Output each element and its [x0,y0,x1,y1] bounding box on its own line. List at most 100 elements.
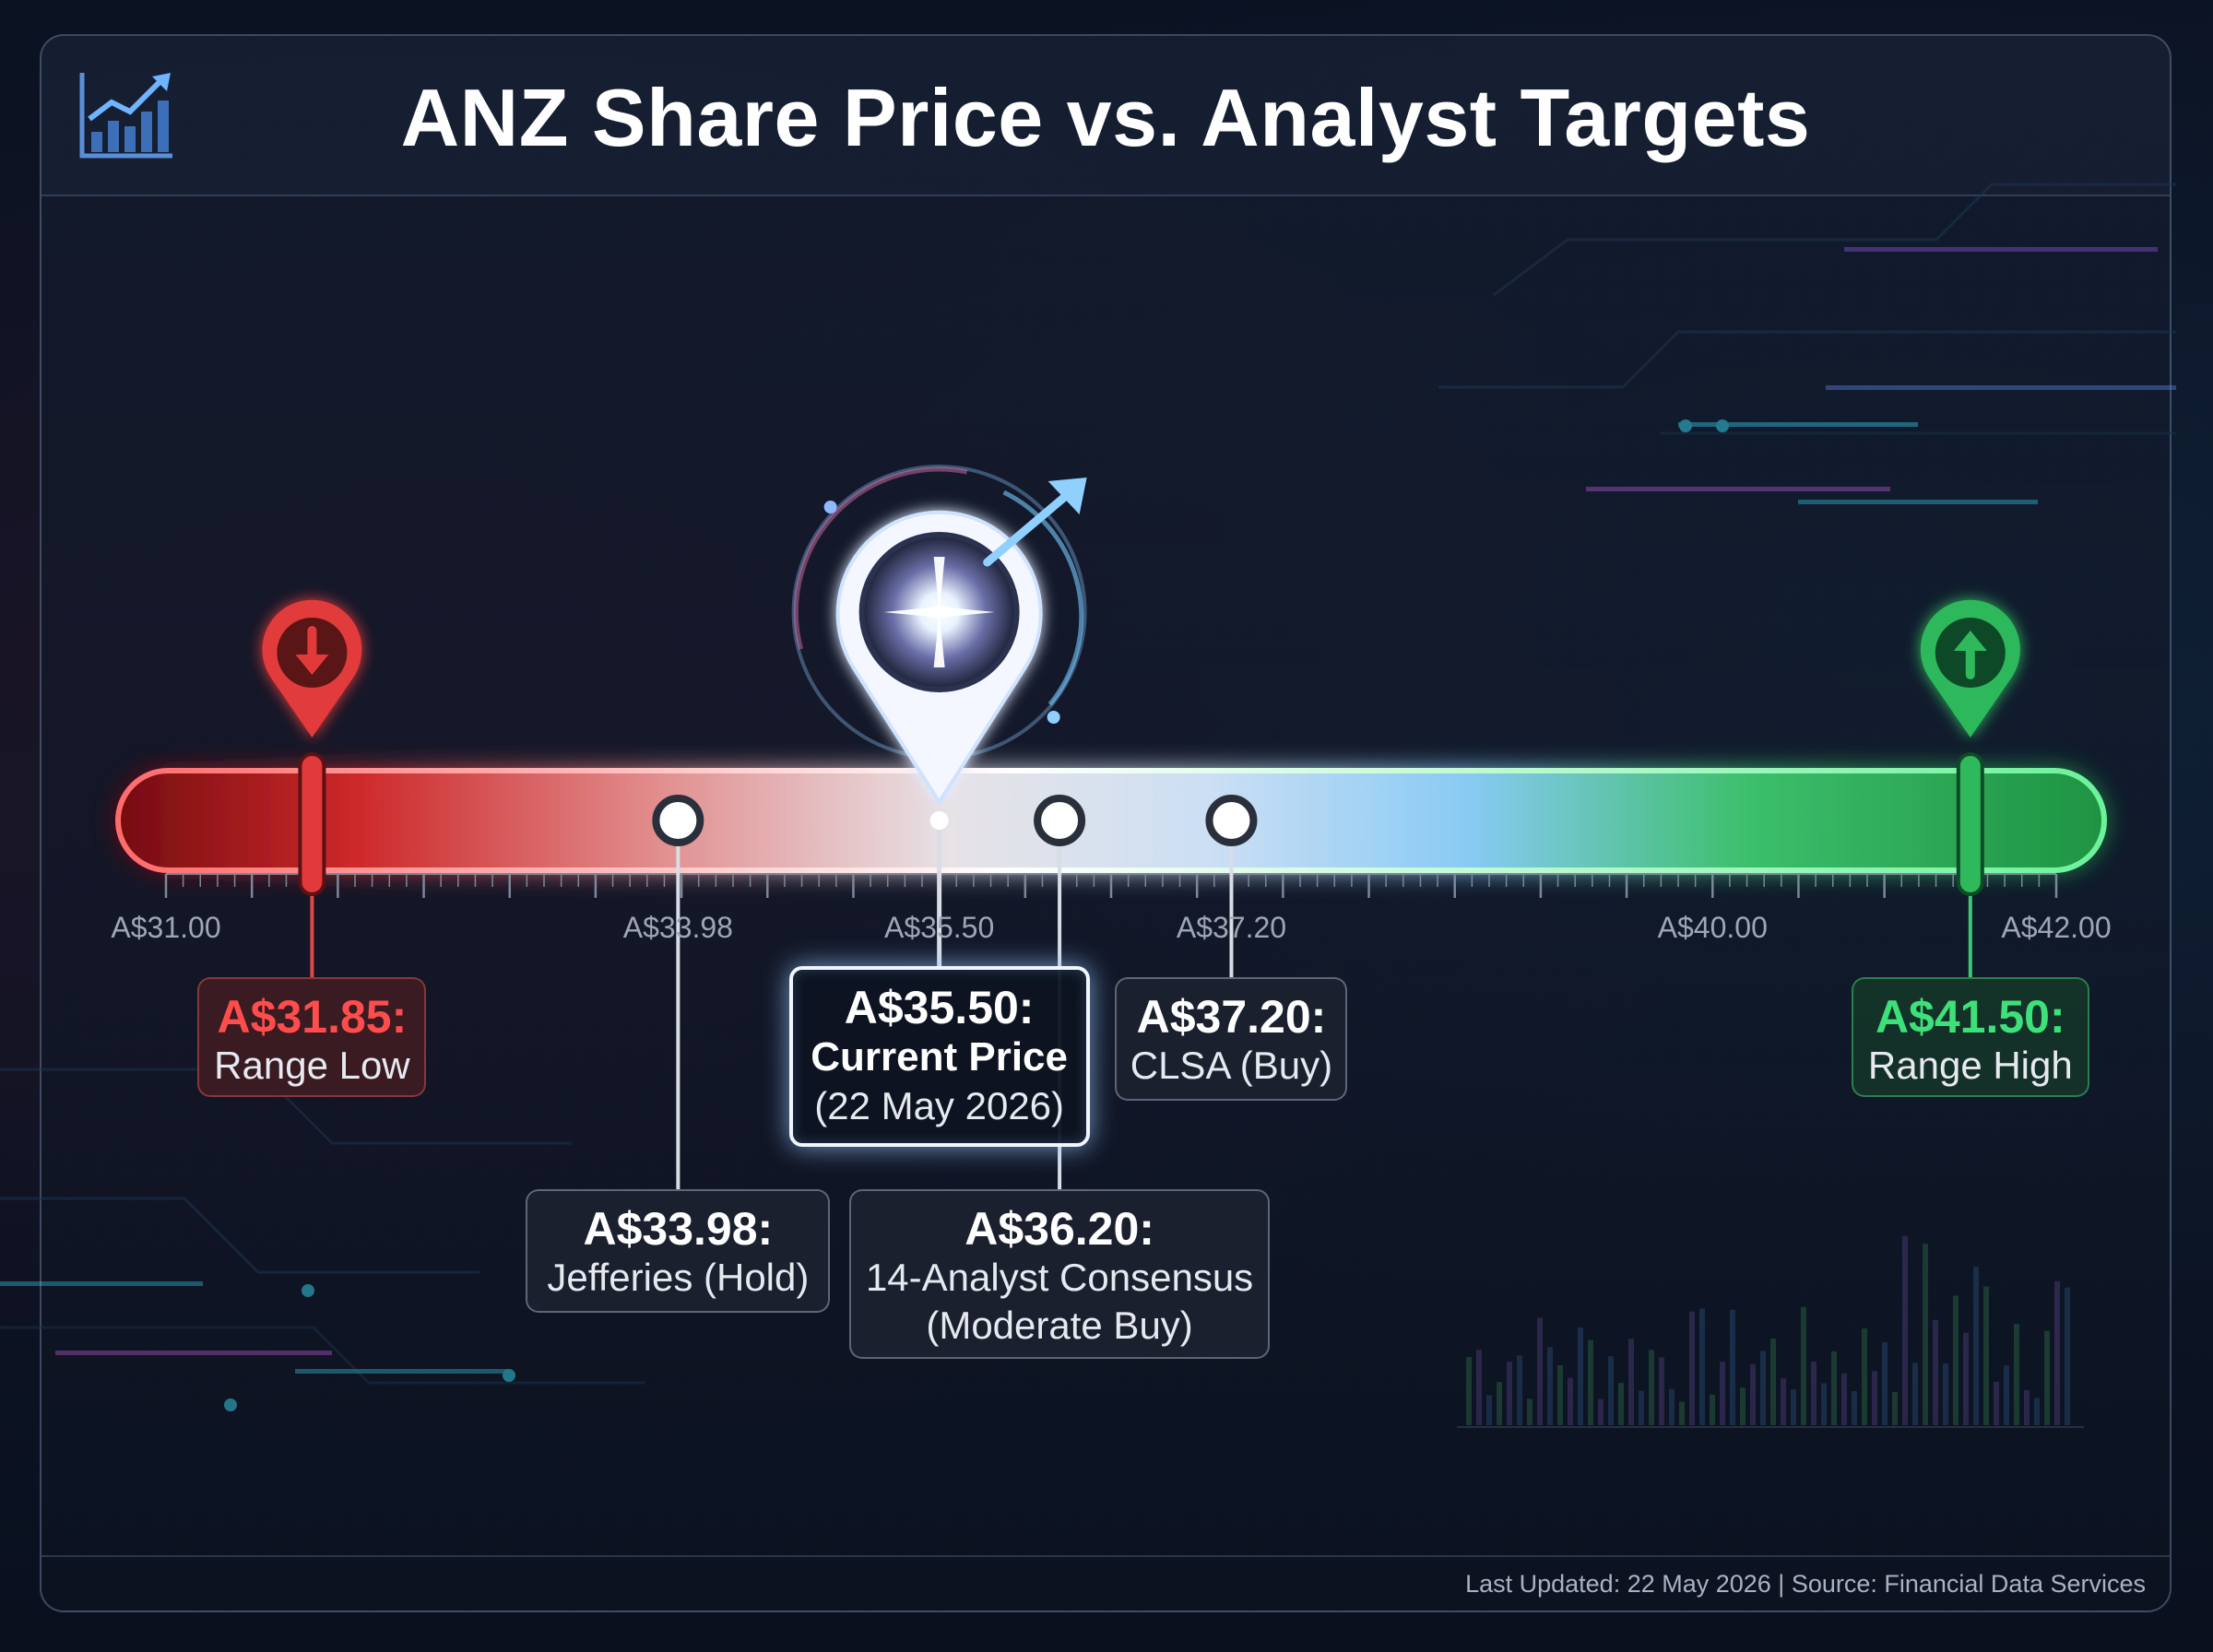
background-bar [1953,1295,1959,1425]
marker-value: A$33.98: [583,1203,774,1255]
target-marker-dot [652,795,704,846]
pin-arc-ring [793,466,968,650]
marker-value: A$41.50: [1875,991,2065,1043]
background-bar [1963,1332,1969,1425]
background-bar [2004,1365,2009,1425]
background-bar [1943,1363,1948,1425]
background-bar [1527,1398,1533,1425]
current-price-pin [791,465,1087,806]
background-bar [1628,1339,1634,1425]
background-bars [1466,1235,2070,1425]
axis-tick-label: A$42.00 [2001,911,2112,944]
marker-value: A$31.85: [217,991,408,1043]
background-bar [2065,1287,2070,1425]
marker-label-target: A$36.20: 14-Analyst Consensus (Moderate Bu… [849,1189,1271,1359]
background-bar [1568,1377,1573,1425]
marker-sublabel: (Moderate Buy) [926,1304,1193,1347]
footer: Last Updated: 22 May 2026 | Source: Fina… [41,1555,2170,1611]
axis-tick-label: A$40.00 [1657,911,1768,944]
marker-label: Jefferies (Hold) [547,1256,810,1299]
background-bar [2024,1389,2030,1425]
background-bar [1821,1383,1827,1425]
background-bar [2034,1398,2040,1425]
background-bar [1710,1394,1715,1425]
background-bar [1862,1328,1867,1425]
range-high-handle [1956,752,1984,896]
background-bar [1781,1378,1786,1425]
background-bar [1770,1339,1776,1425]
target-marker-dot [1205,795,1258,846]
pin-arc-ring [1002,490,1084,706]
background-bar [1639,1390,1644,1425]
marker-label: Range High [1867,1044,2073,1087]
background-bar [1689,1311,1695,1425]
background-bar [1973,1267,1979,1425]
background-bar [1912,1363,1918,1425]
background-bar [1598,1398,1604,1425]
background-bar [1933,1319,1938,1425]
background-bar [1831,1351,1837,1425]
background-bar [2044,1330,2050,1425]
marker-label-target: A$33.98: Jefferies (Hold) [526,1189,831,1313]
background-bar [1669,1388,1675,1425]
background-bar [1537,1317,1543,1425]
background-bar [1811,1361,1817,1425]
background-bar [1588,1339,1593,1425]
background-bar [1517,1355,1522,1425]
marker-label-current: A$35.50: Current Price (22 May 2026) [788,966,1090,1147]
background-bar [1720,1362,1725,1425]
background-bar [1760,1351,1766,1425]
background-bar [1750,1363,1756,1425]
axis-tick-label: A$31.00 [111,911,221,944]
background-bar [1497,1382,1502,1425]
marker-label-high: A$41.50: Range High [1851,977,2089,1097]
background-bar [1740,1387,1746,1425]
marker-sublabel: (22 May 2026) [814,1084,1065,1127]
axis-tick-label: A$37.20 [1176,911,1287,944]
sparkle-dot [823,501,837,513]
background-bar [1649,1350,1654,1425]
decorative-background-bar-chart [1457,1235,2084,1428]
background-bar [1507,1362,1512,1425]
arrow-up-icon [1953,631,1987,679]
axis-tick-label: A$35.50 [884,911,995,944]
header: ANZ Share Price vs. Analyst Targets [41,36,2170,196]
price-range-bar [115,768,2107,873]
background-bar [1608,1356,1614,1425]
range-low-handle [298,752,326,896]
arrow-up-right-icon [983,478,1087,567]
marker-value: A$36.20: [964,1203,1154,1255]
background-bar [1730,1309,1735,1425]
background-bar [1791,1389,1796,1425]
footer-source-text: Last Updated: 22 May 2026 | Source: Fina… [1465,1570,2146,1598]
background-bar [1466,1357,1472,1425]
background-bar [1852,1391,1857,1425]
marker-label: Current Price [811,1034,1068,1080]
marker-value: A$37.20: [1136,991,1327,1043]
background-bar [1983,1286,1989,1425]
marker-value: A$35.50: [844,982,1035,1033]
background-bar [1923,1244,1928,1425]
background-bar [1801,1306,1806,1425]
price-axis [164,873,2058,898]
sparkle-dot [1047,711,1060,724]
background-bar [2054,1280,2060,1425]
background-bar [1902,1235,1908,1425]
background-bar [1618,1383,1624,1425]
target-marker-dot [1034,795,1086,846]
background-bar [1699,1308,1705,1425]
background-bar [1659,1357,1664,1425]
background-bar [1679,1401,1685,1425]
background-bar [1882,1341,1888,1425]
marker-label: CLSA (Buy) [1130,1044,1333,1087]
marker-label: Range Low [214,1044,410,1087]
background-bar [1578,1328,1583,1425]
axis-tick-label: A$33.98 [622,911,733,944]
background-bar [1892,1392,1898,1425]
background-bar [1872,1371,1877,1425]
current-price-dot [929,811,949,830]
background-bar [1486,1395,1492,1425]
background-bar [1841,1373,1847,1425]
